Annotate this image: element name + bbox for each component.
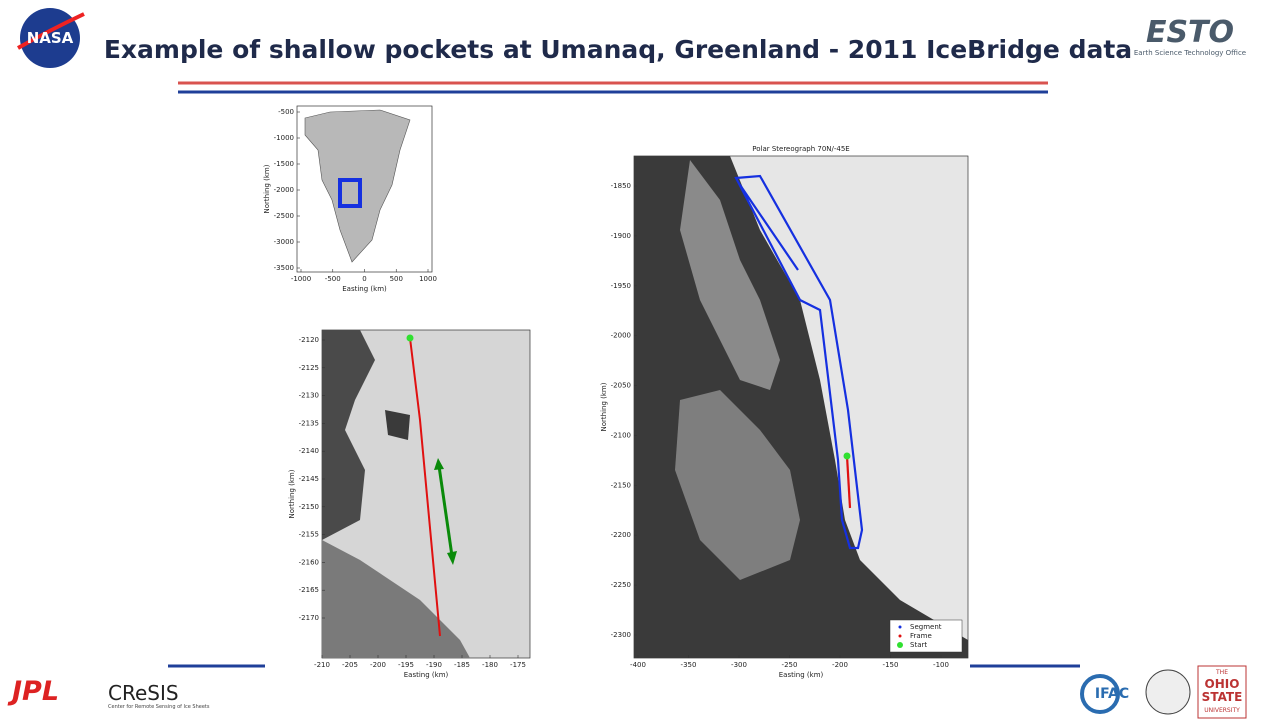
x-tick-label: -350 bbox=[681, 661, 697, 669]
cresis-subtitle: Center for Remote Sensing of Ice Sheets bbox=[108, 704, 210, 710]
y-tick-label: -2155 bbox=[299, 531, 319, 539]
y-axis-label: Northing (km) bbox=[263, 164, 271, 213]
osu-text: UNIVERSITY bbox=[1204, 707, 1240, 714]
osu-text: STATE bbox=[1202, 690, 1243, 704]
terrain-dark bbox=[322, 540, 470, 658]
terrain-dark bbox=[322, 330, 375, 540]
cresis-logo: CReSIS bbox=[108, 681, 179, 705]
ifac-ring bbox=[1080, 674, 1120, 714]
y-tick-label: -2500 bbox=[274, 212, 294, 220]
arrow-head bbox=[434, 458, 457, 565]
osu-text: OHIO bbox=[1205, 677, 1240, 691]
plot-title: Polar Stereograph 70N/-45E bbox=[752, 145, 849, 153]
y-tick-label: -2140 bbox=[299, 447, 319, 455]
y-tick-label: -1900 bbox=[611, 232, 631, 240]
y-tick-label: -3500 bbox=[274, 264, 294, 272]
x-tick-label: -1000 bbox=[291, 275, 311, 283]
y-tick-label: -2160 bbox=[299, 558, 319, 566]
terrain-gray bbox=[680, 160, 780, 390]
x-tick-label: -205 bbox=[342, 661, 358, 669]
esto-subtitle: Earth Science Technology Office bbox=[1134, 49, 1246, 57]
y-tick-label: -2170 bbox=[299, 614, 319, 622]
osu-text: THE bbox=[1215, 669, 1228, 676]
y-tick-label: -2100 bbox=[611, 431, 631, 439]
start-marker bbox=[843, 452, 851, 460]
x-tick-label: -250 bbox=[782, 661, 798, 669]
x-tick-label: 1000 bbox=[419, 275, 437, 283]
x-tick-label: -195 bbox=[398, 661, 414, 669]
y-tick-label: -2300 bbox=[611, 631, 631, 639]
frame-track bbox=[845, 455, 852, 509]
y-tick-label: -2050 bbox=[611, 382, 631, 390]
x-tick-label: -300 bbox=[731, 661, 747, 669]
legend-marker bbox=[898, 634, 902, 638]
region-box bbox=[338, 178, 362, 208]
start-marker bbox=[406, 334, 414, 342]
nasa-swoosh bbox=[17, 12, 85, 50]
legend-label: Start bbox=[910, 641, 927, 649]
legend-marker bbox=[897, 642, 903, 648]
y-tick-label: -2135 bbox=[299, 419, 319, 427]
esto-logo: ESTO bbox=[1146, 15, 1234, 50]
x-tick-label: -100 bbox=[933, 661, 949, 669]
x-tick-label: -150 bbox=[883, 661, 899, 669]
legend-label: Frame bbox=[910, 632, 932, 640]
x-tick-label: -200 bbox=[832, 661, 848, 669]
y-tick-label: -500 bbox=[278, 108, 294, 116]
x-tick-label: -210 bbox=[314, 661, 330, 669]
x-tick-label: -400 bbox=[630, 661, 646, 669]
x-tick-label: -190 bbox=[426, 661, 442, 669]
y-tick-label: -1850 bbox=[611, 182, 631, 190]
ifac-logo: IFAC bbox=[1095, 686, 1129, 702]
x-axis-label: Easting (km) bbox=[404, 671, 449, 679]
university-seal bbox=[1145, 669, 1191, 715]
pocket-arrow bbox=[437, 465, 454, 557]
y-axis-label: Northing (km) bbox=[600, 382, 608, 431]
greenland bbox=[304, 109, 411, 263]
y-tick-label: -2120 bbox=[299, 336, 319, 344]
terrain-dark bbox=[385, 410, 410, 440]
y-tick-label: -3000 bbox=[274, 238, 294, 246]
x-tick-label: -180 bbox=[482, 661, 498, 669]
legend-label: Segment bbox=[910, 623, 942, 631]
x-tick-label: -175 bbox=[510, 661, 526, 669]
y-tick-label: -2200 bbox=[611, 531, 631, 539]
segment-track bbox=[734, 174, 864, 550]
osu-logo bbox=[1197, 665, 1247, 719]
y-tick-label: -2000 bbox=[611, 332, 631, 340]
x-tick-label: -500 bbox=[325, 275, 341, 283]
y-tick-label: -2000 bbox=[274, 186, 294, 194]
x-tick-label: -200 bbox=[370, 661, 386, 669]
x-tick-label: 0 bbox=[362, 275, 366, 283]
y-tick-label: -1950 bbox=[611, 282, 631, 290]
legend-marker bbox=[898, 625, 902, 629]
y-tick-label: -2150 bbox=[299, 503, 319, 511]
y-tick-label: -2130 bbox=[299, 392, 319, 400]
y-tick-label: -2165 bbox=[299, 586, 319, 594]
y-tick-label: -2125 bbox=[299, 364, 319, 372]
y-tick-label: -2145 bbox=[299, 475, 319, 483]
x-axis-label: Easting (km) bbox=[342, 285, 387, 293]
y-tick-label: -1500 bbox=[274, 160, 294, 168]
y-tick-label: -1000 bbox=[274, 134, 294, 142]
jpl-logo: JPL bbox=[7, 676, 59, 707]
flight-track bbox=[409, 337, 441, 637]
slide-title: Example of shallow pockets at Umanaq, Gr… bbox=[104, 35, 1132, 64]
x-tick-label: -185 bbox=[454, 661, 470, 669]
terrain-gray bbox=[675, 390, 800, 580]
x-axis-label: Easting (km) bbox=[779, 671, 824, 679]
y-tick-label: -2150 bbox=[611, 481, 631, 489]
x-tick-label: 500 bbox=[390, 275, 403, 283]
y-axis-label: Northing (km) bbox=[288, 469, 296, 518]
nasa-text: NASA bbox=[27, 29, 74, 47]
y-tick-label: -2250 bbox=[611, 581, 631, 589]
